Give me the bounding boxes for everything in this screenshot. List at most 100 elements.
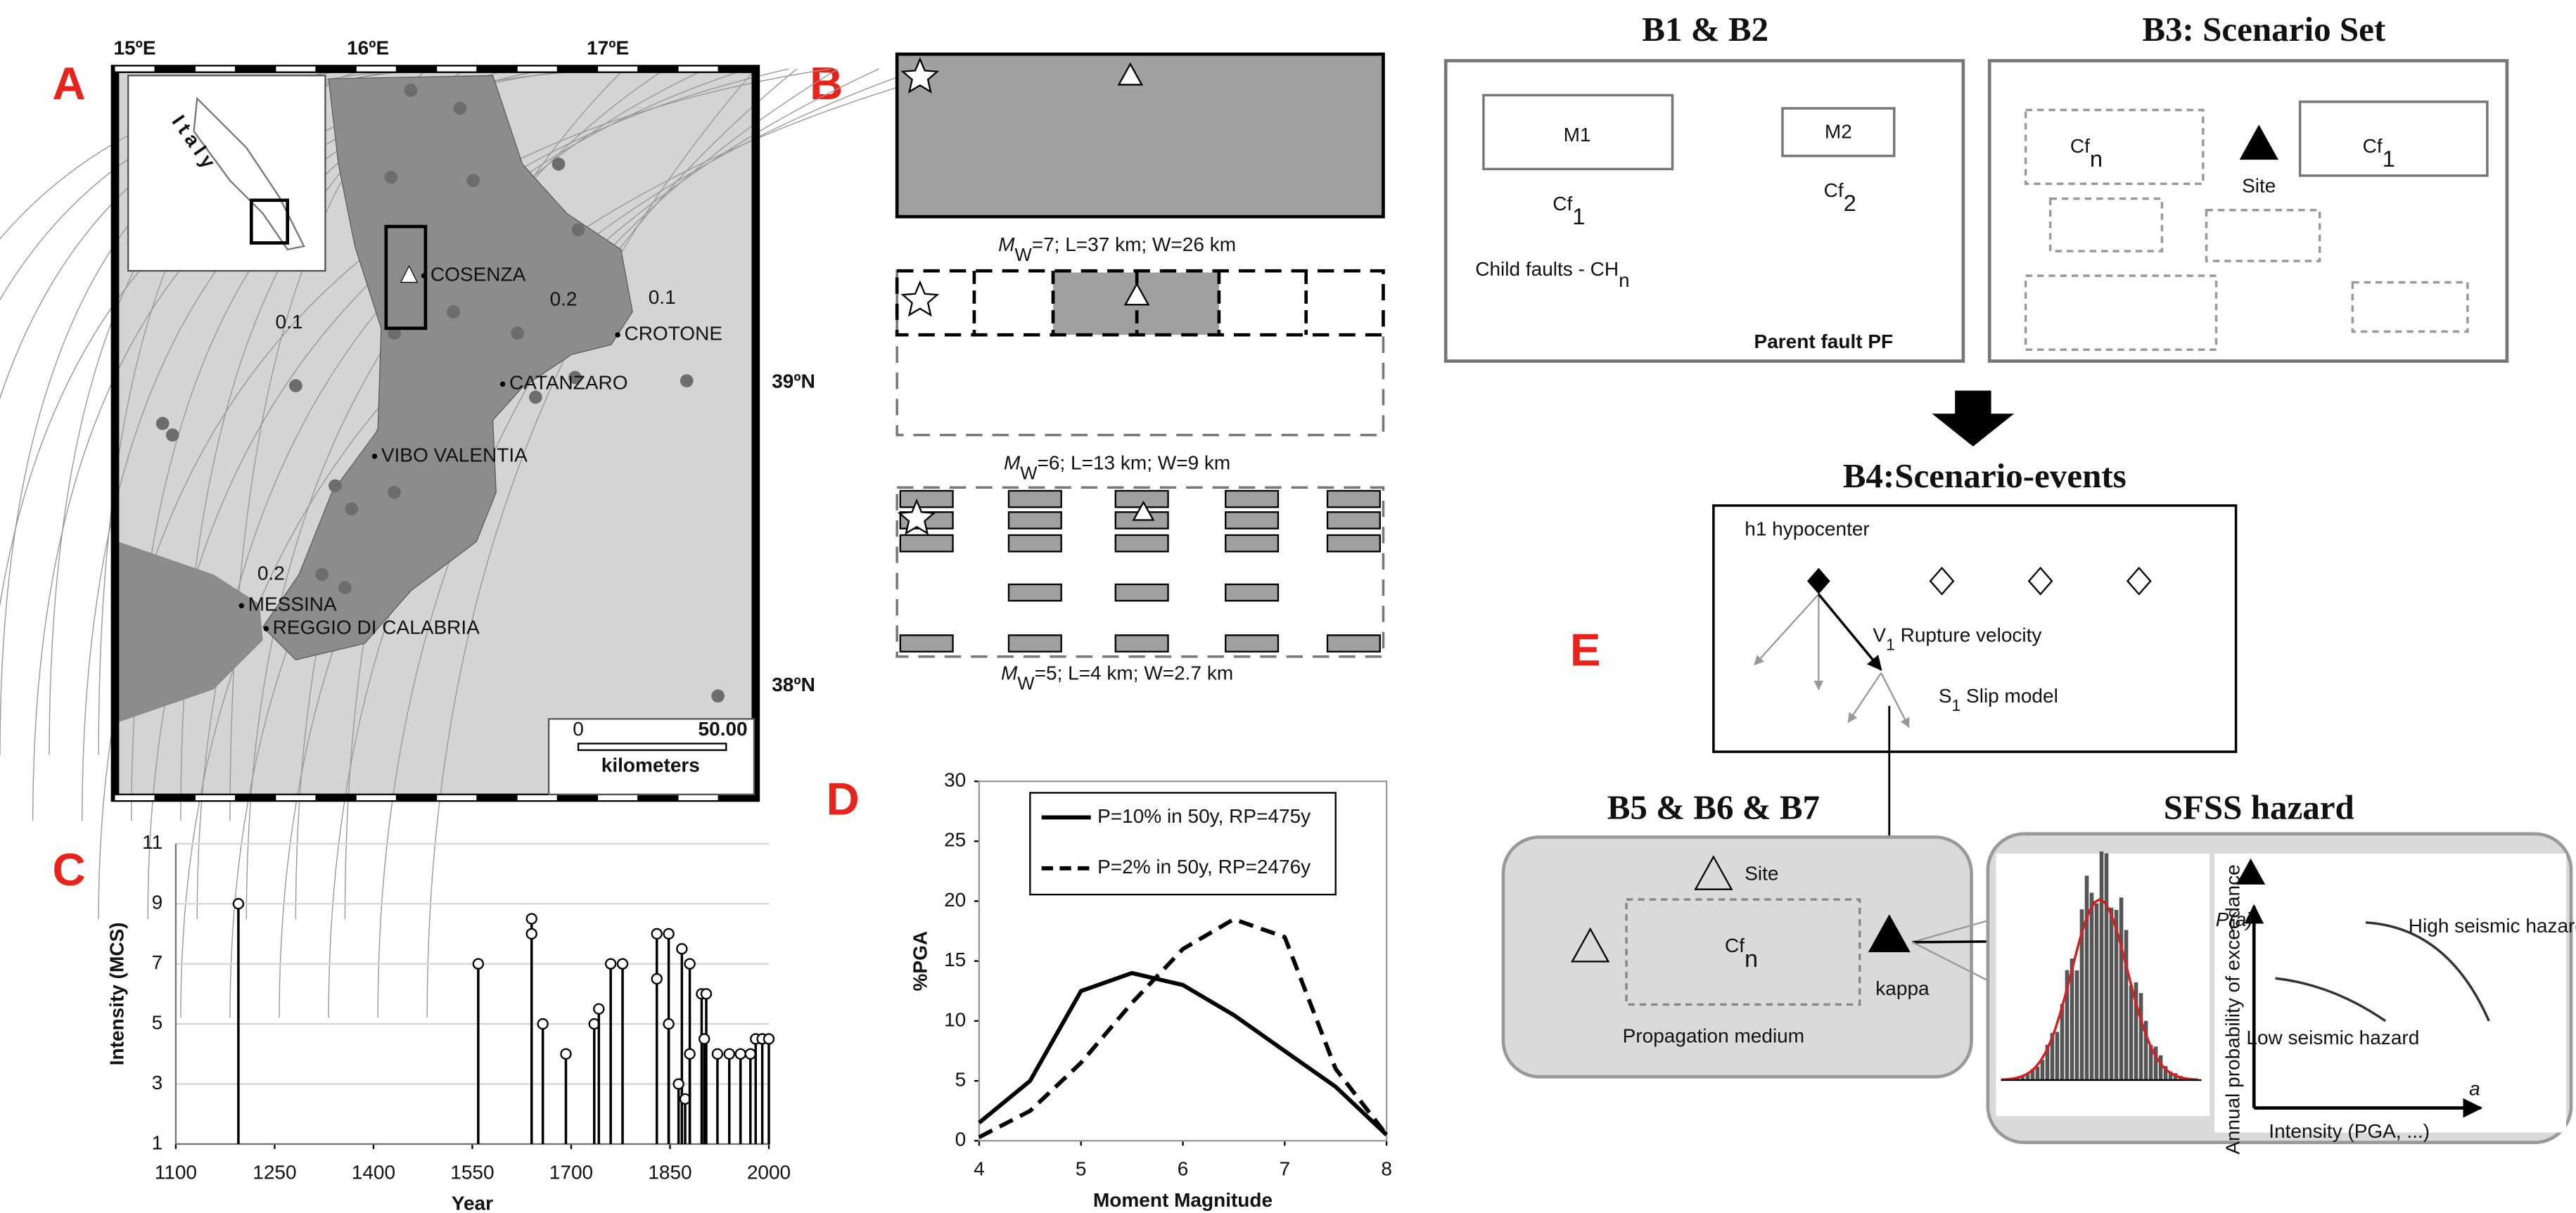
city-dot bbox=[238, 603, 245, 609]
subfault bbox=[1007, 511, 1062, 530]
x-tick-label: 1400 bbox=[352, 1161, 395, 1183]
histogram-bar bbox=[2168, 1071, 2173, 1080]
histogram-bar bbox=[2065, 970, 2070, 1080]
subfault-row bbox=[895, 269, 1385, 337]
histogram-bar bbox=[2074, 970, 2079, 1080]
y-axis-label: %PGA bbox=[910, 931, 931, 991]
contour bbox=[426, 68, 756, 1018]
series-line bbox=[978, 917, 1389, 1139]
histogram-bar bbox=[2129, 985, 2134, 1080]
histogram-bar bbox=[2055, 1032, 2060, 1080]
y-tick-label: 3 bbox=[152, 1072, 163, 1093]
scenario-label-base: Cf bbox=[2363, 135, 2383, 157]
histogram-fit bbox=[2001, 898, 2198, 1082]
child-fault-sub: 1 bbox=[1572, 203, 1585, 229]
box bbox=[1712, 504, 2238, 753]
stem-marker bbox=[684, 958, 696, 970]
city-label: COSENZA bbox=[431, 264, 526, 285]
x-tick-label: 8 bbox=[1381, 1158, 1392, 1180]
hazard-x: Intensity (PGA, ...) bbox=[2269, 1120, 2430, 1142]
flow-arrow bbox=[1932, 390, 2015, 447]
y-tick-label: 5 bbox=[955, 1069, 967, 1091]
rupture-arrow bbox=[1818, 593, 1882, 671]
land-sicily bbox=[118, 541, 263, 723]
x-axis-label: Year bbox=[452, 1193, 493, 1213]
city-dot bbox=[421, 273, 427, 278]
epicenter bbox=[404, 84, 418, 97]
legend-label: P=2% in 50y, RP=2476y bbox=[1097, 856, 1311, 878]
city-dot bbox=[615, 332, 620, 338]
histogram-bar bbox=[2163, 1066, 2168, 1080]
hazard-ylabel: Annual probability of exceedance bbox=[2222, 864, 2244, 1154]
scenario-fault bbox=[2024, 108, 2205, 186]
y-tick-label: 30 bbox=[944, 769, 966, 791]
scenario-fault bbox=[2351, 281, 2469, 333]
histogram-bar bbox=[2119, 897, 2124, 1080]
source-fault bbox=[1625, 898, 1861, 1006]
stem-marker bbox=[663, 928, 675, 940]
histogram-bar bbox=[2084, 875, 2089, 1080]
stem-marker bbox=[472, 958, 485, 970]
histogram-bar bbox=[2099, 851, 2104, 1080]
y-tick-label: 15 bbox=[944, 949, 966, 970]
stem-marker bbox=[525, 913, 537, 925]
scenario-label: Cf1 bbox=[2363, 135, 2395, 172]
subfault bbox=[1007, 583, 1062, 602]
epicenter bbox=[568, 371, 582, 385]
hazard-a: a bbox=[2469, 1077, 2480, 1099]
subfault bbox=[1225, 534, 1280, 553]
child-fault: Cf1 bbox=[1552, 193, 1585, 229]
velocity-label-sub: 1 bbox=[1886, 636, 1895, 654]
epicenter bbox=[315, 567, 329, 582]
inset-italy bbox=[193, 96, 305, 251]
city-dot bbox=[371, 454, 378, 459]
subfault bbox=[1114, 634, 1169, 653]
epicenter bbox=[571, 223, 585, 237]
epicenter bbox=[155, 416, 170, 430]
epicenter bbox=[345, 502, 359, 515]
stem-marker bbox=[525, 928, 537, 940]
stem-marker bbox=[684, 1048, 696, 1060]
epicenter bbox=[551, 158, 566, 171]
kappa-label: kappa bbox=[1875, 977, 1930, 999]
hypocenter-star bbox=[900, 56, 940, 94]
x-tick-label: 1550 bbox=[450, 1161, 494, 1183]
contour bbox=[196, 68, 748, 920]
subfault bbox=[1114, 534, 1169, 553]
scale-label: 50.00 bbox=[699, 718, 748, 740]
contour bbox=[147, 68, 789, 920]
subfault bbox=[1225, 511, 1280, 530]
slip-arrow bbox=[1880, 672, 1910, 729]
histogram-bar bbox=[2124, 930, 2129, 1080]
y-tick-label: 0 bbox=[955, 1129, 967, 1150]
y-tick-label: 10 bbox=[944, 1008, 966, 1030]
x-axis-label: Moment Magnitude bbox=[1093, 1189, 1273, 1211]
subfault bbox=[899, 534, 954, 553]
panel-label: D bbox=[826, 774, 859, 825]
histogram-bar bbox=[2143, 1020, 2148, 1080]
contour bbox=[180, 68, 962, 1018]
subfault bbox=[1326, 534, 1381, 553]
stem-marker bbox=[604, 958, 617, 970]
box bbox=[1501, 835, 1973, 1079]
epicenter bbox=[511, 326, 525, 340]
lon-label: 16ºE bbox=[347, 37, 389, 58]
epicenter bbox=[329, 479, 342, 493]
epicenter bbox=[453, 101, 467, 115]
fault-label: M2 bbox=[1825, 120, 1852, 142]
contour-label: 0.2 bbox=[550, 288, 578, 310]
epicenter bbox=[447, 305, 460, 319]
site-triangle bbox=[1117, 62, 1144, 86]
map-frame bbox=[110, 65, 760, 802]
epicenter bbox=[466, 174, 480, 188]
scenario-fault bbox=[2298, 100, 2489, 177]
subfault bbox=[899, 634, 954, 653]
histogram-bar bbox=[2079, 909, 2084, 1080]
velocity-label-base: V bbox=[1873, 624, 1886, 646]
y-tick-label: 25 bbox=[944, 829, 966, 851]
histogram-bar bbox=[2153, 1046, 2158, 1080]
child-fault-base: Cf bbox=[1824, 180, 1844, 202]
plot-frame bbox=[978, 780, 1388, 1142]
epicenter bbox=[388, 485, 401, 499]
rupture-arrow bbox=[1754, 593, 1820, 666]
